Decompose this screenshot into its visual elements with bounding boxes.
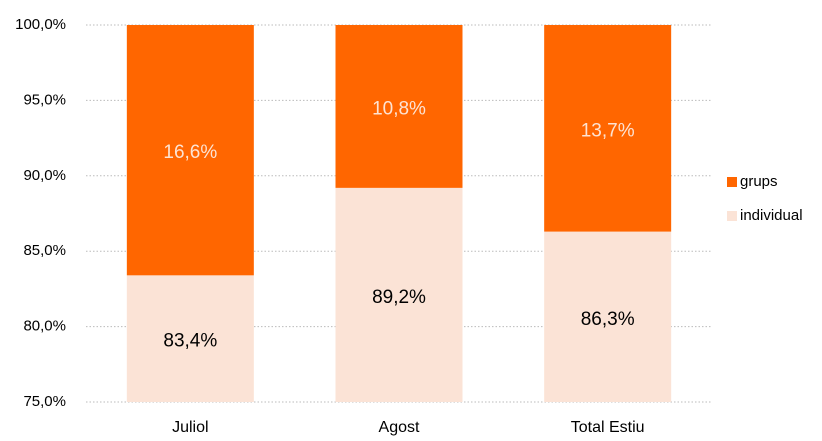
data-label: 13,7% — [581, 120, 635, 141]
y-tick-label: 100,0% — [15, 16, 66, 33]
y-tick-label: 85,0% — [23, 242, 66, 259]
bar-segment — [544, 231, 672, 402]
bar-segment — [126, 25, 254, 276]
x-tick-label: Juliol — [172, 419, 208, 436]
y-tick-label: 75,0% — [23, 393, 66, 410]
x-tick-label: Total Estiu — [571, 419, 645, 436]
y-tick-label: 80,0% — [23, 318, 66, 335]
legend-swatch — [727, 211, 737, 221]
data-label: 83,4% — [163, 331, 217, 352]
data-label: 89,2% — [372, 287, 426, 308]
legend-swatch — [727, 177, 737, 187]
legend-label: grups — [740, 173, 778, 190]
x-tick-label: Agost — [379, 419, 420, 436]
y-tick-label: 95,0% — [23, 91, 66, 108]
data-label: 86,3% — [581, 309, 635, 330]
data-label: 10,8% — [372, 98, 426, 119]
bar-segment — [126, 275, 254, 402]
bar-segment — [544, 25, 672, 232]
bar-segment — [335, 187, 463, 402]
legend-label: individual — [740, 207, 803, 224]
y-tick-label: 90,0% — [23, 167, 66, 184]
bar-segment — [335, 25, 463, 188]
data-label: 16,6% — [163, 142, 217, 163]
